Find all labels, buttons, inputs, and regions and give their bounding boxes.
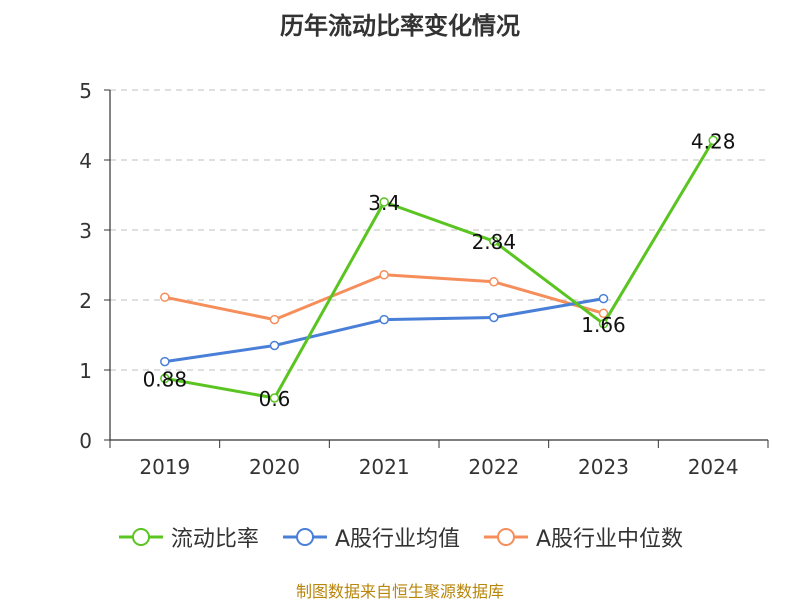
legend-swatch bbox=[484, 528, 528, 546]
series-line bbox=[164, 273, 604, 322]
data-label: 2.84 bbox=[472, 230, 517, 254]
legend-swatch bbox=[282, 528, 327, 546]
legend-label: A股行业均值 bbox=[334, 527, 460, 552]
y-tick-label: 3 bbox=[79, 219, 92, 243]
series-line bbox=[164, 297, 604, 364]
legend-swatch bbox=[118, 528, 163, 546]
data-point bbox=[489, 236, 499, 246]
y-tick-label: 5 bbox=[79, 79, 92, 103]
data-point bbox=[160, 356, 170, 367]
data-point bbox=[598, 319, 609, 329]
legend: 流动比率 A股行业均值 A股行业中位数 bbox=[0, 520, 800, 554]
data-label: 1.66 bbox=[581, 313, 626, 337]
series-layer bbox=[160, 135, 718, 403]
chart-title: 历年流动比率变化情况 bbox=[280, 12, 520, 40]
legend-label: 流动比率 bbox=[170, 527, 259, 552]
data-label: 3.4 bbox=[368, 191, 400, 215]
data-point bbox=[379, 197, 389, 207]
data-label-layer: 0.88 0.6 3.4 2.84 1.66 4.28 bbox=[143, 129, 736, 411]
x-tick-label: 2020 bbox=[249, 455, 300, 479]
data-point bbox=[160, 373, 170, 384]
x-tick-label: 2024 bbox=[688, 455, 739, 479]
data-point bbox=[598, 308, 609, 319]
data-point bbox=[269, 340, 280, 351]
legend-label: A股行业中位数 bbox=[536, 527, 684, 552]
data-point bbox=[269, 314, 280, 325]
legend-item[interactable]: A股行业中位数 bbox=[482, 521, 683, 553]
data-label: 0.6 bbox=[259, 387, 291, 411]
series-line bbox=[164, 139, 715, 400]
data-point bbox=[489, 277, 499, 287]
data-point bbox=[489, 312, 499, 323]
data-label: 0.88 bbox=[143, 367, 188, 391]
x-tick-label: 2019 bbox=[139, 455, 190, 479]
axis-layer: 0 1 2 3 4 5 2019 2020 2021 2022 2023 2024 bbox=[79, 79, 769, 479]
data-point bbox=[269, 393, 280, 403]
y-tick-label: 0 bbox=[79, 429, 92, 453]
data-point bbox=[379, 270, 389, 280]
x-tick-label: 2022 bbox=[468, 455, 519, 479]
legend-item[interactable]: 流动比率 bbox=[117, 521, 259, 553]
y-tick-label: 1 bbox=[79, 359, 92, 383]
data-point bbox=[708, 135, 718, 146]
data-label: 4.28 bbox=[691, 129, 736, 153]
y-tick-label: 2 bbox=[79, 289, 92, 313]
x-tick-label: 2021 bbox=[359, 455, 410, 479]
data-point bbox=[379, 314, 389, 325]
legend-item[interactable]: A股行业均值 bbox=[281, 521, 460, 553]
data-point bbox=[598, 293, 609, 304]
grid-layer bbox=[110, 89, 768, 371]
x-tick-label: 2023 bbox=[578, 455, 629, 479]
data-point bbox=[160, 292, 170, 302]
source-note: 制图数据来自恒生聚源数据库 bbox=[295, 582, 504, 601]
y-tick-label: 4 bbox=[79, 149, 92, 173]
